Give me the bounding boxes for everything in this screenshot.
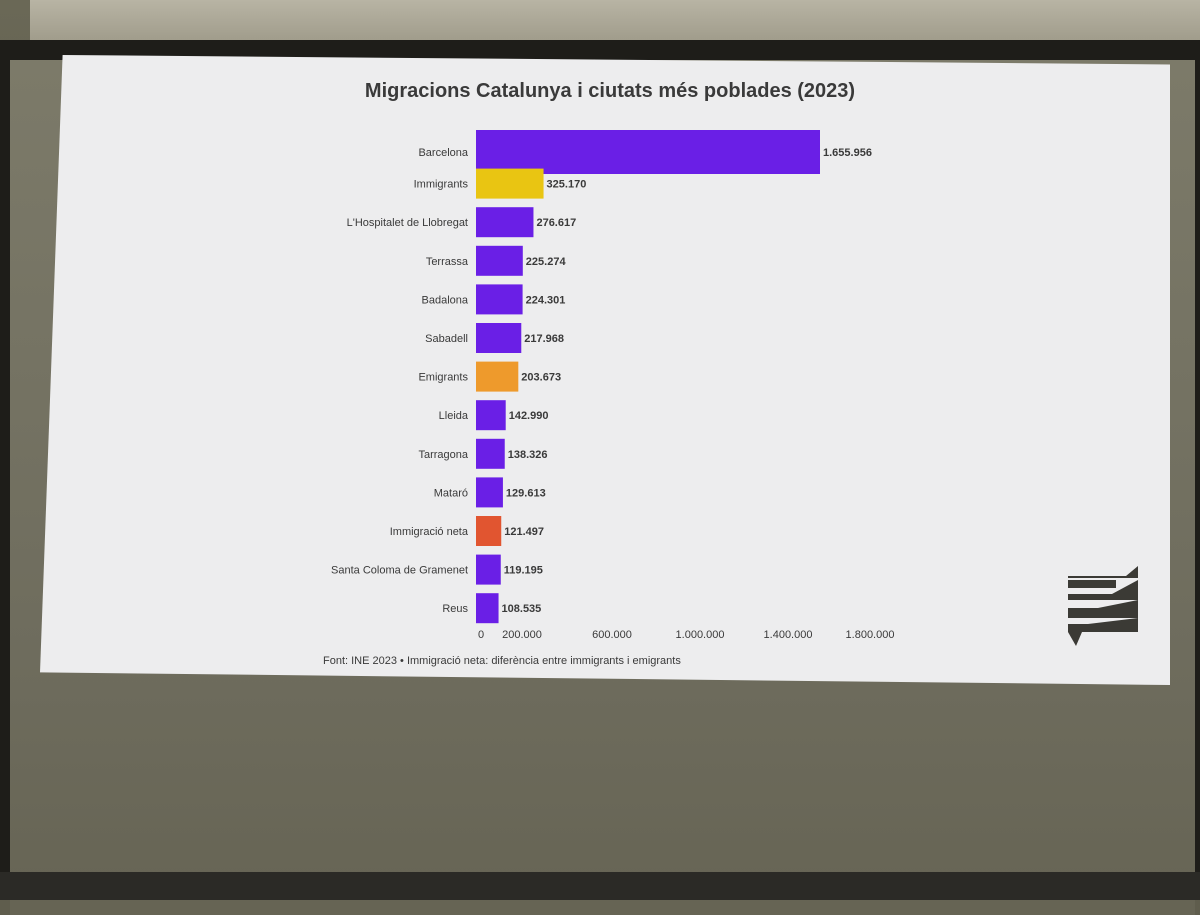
category-label: Barcelona [418,147,468,159]
x-tick-label: 1.000.000 [676,629,725,641]
value-label: 276.617 [536,217,576,229]
bar-0 [476,130,820,174]
value-label: 225.274 [526,256,567,268]
bar-2 [476,207,534,238]
category-label: Immigració neta [390,526,469,538]
screen-bottom-edge [0,872,1200,900]
bar-8 [476,438,505,469]
value-label: 119.195 [504,565,543,577]
category-label: Terrassa [426,256,469,268]
bar-4 [476,284,523,315]
bar-5 [476,323,522,353]
category-label: Badalona [422,294,469,306]
category-label: Immigrants [414,179,469,191]
bar-11 [476,554,501,585]
value-label: 142.990 [509,410,549,422]
x-tick-label: 1.800.000 [846,629,895,641]
x-tick-label: 200.000 [502,629,542,641]
bar-1 [476,168,544,199]
category-label: Emigrants [418,372,468,384]
category-label: Lleida [439,410,469,422]
bar-7 [476,400,506,431]
bar-3 [476,245,523,276]
source-note: Font: INE 2023 • Immigració neta: diferè… [323,655,681,667]
category-label: Reus [442,603,468,615]
category-label: L'Hospitalet de Llobregat [347,217,468,229]
bar-9 [476,477,503,508]
value-label: 325.170 [547,179,587,191]
value-label: 1.655.956 [823,147,872,159]
category-label: Tarragona [418,449,468,461]
x-tick-label: 1.400.000 [764,629,813,641]
bar-6 [476,361,519,392]
value-label: 108.535 [502,603,542,615]
bar-10 [476,516,502,546]
value-label: 121.497 [504,526,544,538]
x-tick-label: 0 [478,629,484,641]
category-label: Santa Coloma de Gramenet [331,565,468,577]
category-label: Mataró [434,487,468,499]
value-label: 217.968 [524,333,564,345]
value-label: 224.301 [526,294,566,306]
value-label: 203.673 [521,372,561,384]
category-label: Sabadell [425,333,468,345]
chart-title: Migracions Catalunya i ciutats més pobla… [364,80,856,102]
value-label: 138.326 [508,449,548,461]
stacked-stripes-logo-icon [1068,566,1138,646]
x-tick-label: 600.000 [592,629,632,641]
value-label: 129.613 [506,487,546,499]
bar-12 [476,593,499,624]
